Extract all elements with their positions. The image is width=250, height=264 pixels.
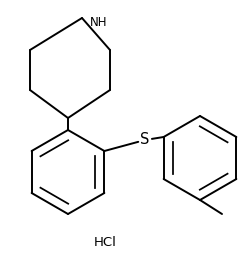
Text: S: S	[140, 133, 150, 148]
Text: NH: NH	[90, 16, 108, 29]
Text: HCl: HCl	[94, 235, 116, 248]
